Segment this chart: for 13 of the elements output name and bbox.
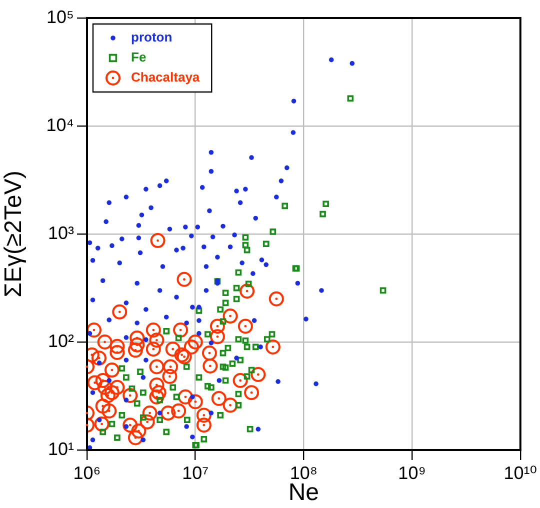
legend-label: proton — [131, 30, 172, 45]
legend-label: Chacaltaya — [131, 70, 200, 85]
y-tick-label: 10⁴ — [46, 114, 74, 135]
y-axis-title: ΣEγ(≥2TeV) — [0, 170, 28, 298]
y-tick-label: 10⁵ — [46, 6, 74, 27]
x-tick-label: 10⁷ — [182, 462, 209, 483]
x-tick-label: 10⁹ — [398, 462, 426, 483]
x-tick-label: 10¹⁰ — [504, 462, 537, 483]
legend-label: Fe — [131, 50, 146, 65]
y-tick-label: 10² — [48, 330, 74, 351]
y-tick-label: 10³ — [48, 222, 74, 243]
x-tick-label: 10⁶ — [73, 462, 101, 483]
y-tick-label: 10¹ — [48, 438, 74, 459]
